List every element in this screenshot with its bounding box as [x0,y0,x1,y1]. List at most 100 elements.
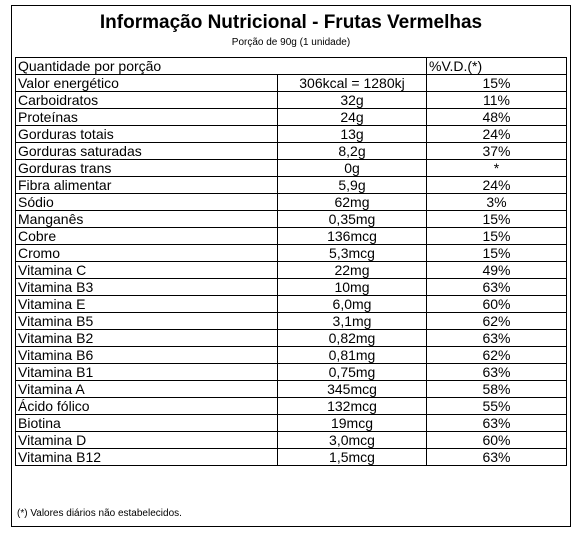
nutrient-dv: 24% [426,125,567,143]
table-row: Vitamina C 22mg 49% [15,261,567,279]
nutrient-dv: 55% [426,397,567,415]
nutrient-name: Vitamina B3 [15,278,278,296]
nutrient-name: Vitamina B6 [15,346,278,364]
nutrient-name: Vitamina E [15,295,278,313]
nutrient-amount: 19mcg [277,414,427,432]
footnote: (*) Valores diários não estabelecidos. [17,508,182,519]
nutrient-amount: 8,2g [277,142,427,160]
table-row: Cromo 5,3mcg 15% [15,244,567,262]
nutrient-amount: 3,1mg [277,312,427,330]
nutrient-dv: 62% [426,346,567,364]
table-row: Manganês 0,35mg 15% [15,210,567,228]
nutrient-name: Manganês [15,210,278,228]
table-row: Vitamina B2 0,82mg 63% [15,329,567,347]
nutrient-dv: 24% [426,176,567,194]
table-row: Vitamina B5 3,1mg 62% [15,312,567,330]
nutrient-dv: 3% [426,193,567,211]
nutrient-amount: 10mg [277,278,427,296]
nutrient-dv: 37% [426,142,567,160]
nutrient-dv: 58% [426,380,567,398]
nutrient-amount: 24g [277,108,427,126]
nutrient-dv: 15% [426,227,567,245]
nutrient-amount: 3,0mcg [277,431,427,449]
nutrient-amount: 0g [277,159,427,177]
nutrient-dv: 49% [426,261,567,279]
nutrient-name: Vitamina B5 [15,312,278,330]
nutrient-dv: 15% [426,74,567,92]
nutrient-name: Cobre [15,227,278,245]
nutrient-dv: 48% [426,108,567,126]
nutrient-dv: 60% [426,431,567,449]
nutrient-name: Gorduras saturadas [15,142,278,160]
table-row: Gorduras saturadas 8,2g 37% [15,142,567,160]
nutrient-name: Gorduras trans [15,159,278,177]
nutrient-name: Vitamina D [15,431,278,449]
table-row: Vitamina B6 0,81mg 62% [15,346,567,364]
nutrient-dv: 62% [426,312,567,330]
nutrient-name: Cromo [15,244,278,262]
nutrient-dv: 11% [426,91,567,109]
nutrient-name: Carboidratos [15,91,278,109]
nutrient-dv: 60% [426,295,567,313]
nutrient-name: Vitamina A [15,380,278,398]
serving-size: Porção de 90g (1 unidade) [231,37,351,48]
nutrient-name: Vitamina C [15,261,278,279]
table-row: Biotina 19mcg 63% [15,414,567,432]
nutrient-dv: 15% [426,210,567,228]
table-row: Vitamina E 6,0mg 60% [15,295,567,313]
nutrition-facts-panel: Informação Nutricional - Frutas Vermelha… [11,5,571,527]
nutrient-amount: 62mg [277,193,427,211]
panel-title: Informação Nutricional - Frutas Vermelha… [99,12,483,33]
nutrient-amount: 132mcg [277,397,427,415]
nutrient-amount: 22mg [277,261,427,279]
table-row: Fibra alimentar 5,9g 24% [15,176,567,194]
nutrient-amount: 6,0mg [277,295,427,313]
nutrient-amount: 136mcg [277,227,427,245]
nutrient-amount: 306kcal = 1280kj [277,74,427,92]
table-row: Proteínas 24g 48% [15,108,567,126]
nutrient-dv: 63% [426,363,567,381]
table-row: Vitamina A 345mcg 58% [15,380,567,398]
header-dv: %V.D.(*) [426,57,567,75]
table-row: Vitamina B3 10mg 63% [15,278,567,296]
nutrient-amount: 5,9g [277,176,427,194]
nutrition-table: Quantidade por porção %V.D.(*) Valor ene… [15,57,567,466]
nutrient-amount: 5,3mcg [277,244,427,262]
nutrient-amount: 13g [277,125,427,143]
table-header-row: Quantidade por porção %V.D.(*) [15,57,567,75]
nutrient-dv: 63% [426,278,567,296]
table-row: Vitamina B1 0,75mg 63% [15,363,567,381]
table-row: Vitamina D 3,0mcg 60% [15,431,567,449]
nutrient-amount: 0,82mg [277,329,427,347]
nutrient-name: Sódio [15,193,278,211]
table-row: Gorduras totais 13g 24% [15,125,567,143]
nutrient-amount: 0,35mg [277,210,427,228]
nutrient-name: Fibra alimentar [15,176,278,194]
table-row: Valor energético 306kcal = 1280kj 15% [15,74,567,92]
table-row: Gorduras trans 0g * [15,159,567,177]
header-label: Quantidade por porção [15,57,427,75]
table-row: Cobre 136mcg 15% [15,227,567,245]
nutrient-amount: 0,81mg [277,346,427,364]
table-row: Carboidratos 32g 11% [15,91,567,109]
nutrient-name: Biotina [15,414,278,432]
nutrient-dv: 63% [426,329,567,347]
nutrient-dv: 63% [426,414,567,432]
nutrient-amount: 345mcg [277,380,427,398]
nutrient-amount: 1,5mcg [277,448,427,466]
nutrient-name: Vitamina B1 [15,363,278,381]
nutrient-dv: 63% [426,448,567,466]
table-row: Sódio 62mg 3% [15,193,567,211]
nutrient-name: Valor energético [15,74,278,92]
nutrient-dv: 15% [426,244,567,262]
nutrient-dv: * [426,159,567,177]
nutrient-name: Ácido fólico [15,397,278,415]
nutrient-name: Vitamina B2 [15,329,278,347]
table-row: Ácido fólico 132mcg 55% [15,397,567,415]
nutrient-amount: 32g [277,91,427,109]
table-row: Vitamina B12 1,5mcg 63% [15,448,567,466]
nutrient-amount: 0,75mg [277,363,427,381]
nutrient-name: Proteínas [15,108,278,126]
nutrient-name: Gorduras totais [15,125,278,143]
nutrient-name: Vitamina B12 [15,448,278,466]
